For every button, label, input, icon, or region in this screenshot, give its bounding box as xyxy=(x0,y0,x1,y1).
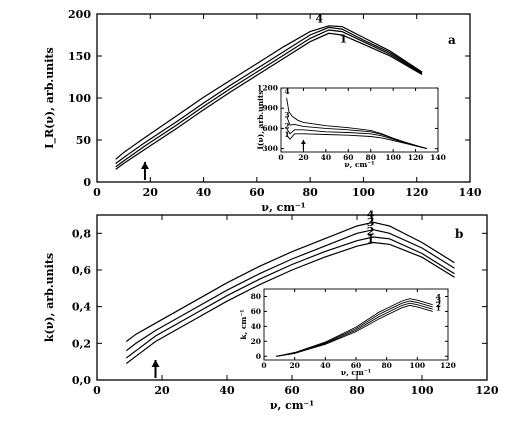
inset-b-ylabel: k, cm⁻¹ xyxy=(239,309,248,339)
panel-b-series-1-label: 1 xyxy=(367,233,375,246)
inset-a-xtick-label: 0 xyxy=(278,153,283,162)
inset-a: 0 20 40 60 80 100 120 140 300 600 900 1200 123 4 ν, cm… xyxy=(256,84,446,170)
inset-a-xlabel: ν, cm⁻¹ xyxy=(344,160,374,169)
panel-a-letter: a xyxy=(448,33,456,47)
panel-b-letter: b xyxy=(455,227,463,241)
panel-b-series-2-line xyxy=(125,236,455,359)
panel-a-xtick-label: 80 xyxy=(302,186,318,199)
panel-a-ylabel: I_R(ν), arb.units xyxy=(43,47,57,148)
panel-a-xtick-label: 100 xyxy=(352,186,375,199)
panel-a-xtick-label: 40 xyxy=(196,186,212,199)
inset-a-frame xyxy=(280,87,439,153)
inset-a-series-1-label: 1 xyxy=(284,130,289,139)
inset-b-xtick-label: 80 xyxy=(381,361,391,370)
panel-a-ytick-label: 100 xyxy=(68,92,91,105)
inset-a-series-1-line xyxy=(286,133,427,150)
panel-b-series-2-label: 2 xyxy=(367,225,375,238)
inset-a-ytick-label: 1200 xyxy=(257,84,278,93)
panel-a-xlabel: ν, cm⁻¹ xyxy=(261,201,305,214)
panel-b-xtick-label: 120 xyxy=(476,384,499,397)
panel-a-series-4-label: 4 xyxy=(315,12,323,25)
inset-b-frame xyxy=(263,288,449,361)
panel-a-xtick-label: 120 xyxy=(405,186,428,199)
inset-a-xtick-label: 100 xyxy=(385,153,401,162)
inset-b-xtick-label: 20 xyxy=(289,361,299,370)
inset-b-xtick-label: 0 xyxy=(261,361,266,370)
panel-b-ytick-label: 0,4 xyxy=(72,301,91,314)
panel-b-ytick-label: 0,8 xyxy=(72,227,91,240)
panel-b-xtick-label: 20 xyxy=(154,384,170,397)
panel-a-series-1-label: 1 xyxy=(339,33,347,46)
panel-b-arrow-icon xyxy=(151,360,160,367)
panel-b-ytick-label: 0,6 xyxy=(72,264,91,277)
inset-b-ytick-label: 40 xyxy=(251,322,261,331)
inset-b-xtick-label: 60 xyxy=(351,361,361,370)
inset-a-ytick-label: 600 xyxy=(262,124,278,133)
inset-b-xlabel: ν, cm⁻¹ xyxy=(341,368,371,377)
panel-a-series-3-line xyxy=(115,26,423,164)
panel-a-ytick-label: 0 xyxy=(83,176,91,189)
panel-a-series-1-line xyxy=(115,32,423,170)
inset-a-arrow-icon xyxy=(300,140,306,144)
inset-b-series-1-label: 1 xyxy=(436,304,441,313)
inset-b-ytick-label: 0 xyxy=(256,352,261,361)
panel-a-ytick-label: 200 xyxy=(68,8,91,21)
panel-b-ytick-label: 0,0 xyxy=(72,374,91,387)
inset-a-series-4-line xyxy=(286,98,427,150)
inset-a-ytick-label: 900 xyxy=(262,104,278,113)
panel-b-xtick-label: 60 xyxy=(284,384,300,397)
inset-a-xtick-label: 60 xyxy=(343,153,353,162)
panel-b-xtick-label: 100 xyxy=(411,384,434,397)
panel-b-series-4-line xyxy=(125,221,455,342)
panel-a-ytick-label: 50 xyxy=(76,134,92,147)
inset-b-series-4-label: 4 xyxy=(436,292,441,301)
inset-a-ytick-label: 300 xyxy=(262,144,278,153)
panel-b-xlabel: ν, cm⁻¹ xyxy=(270,399,314,412)
inset-a-xtick-label: 20 xyxy=(298,153,308,162)
inset-b-ytick-label: 20 xyxy=(251,337,261,346)
inset-a-xtick-label: 120 xyxy=(408,153,424,162)
panel-b-xtick-label: 40 xyxy=(219,384,235,397)
inset-b-series-3-line xyxy=(276,300,433,357)
panel-a-xtick-label: 140 xyxy=(459,186,482,199)
inset-b-series-4-line xyxy=(276,298,433,357)
inset-b-xtick-label: 40 xyxy=(320,361,330,370)
inset-a-xtick-label: 140 xyxy=(430,153,446,162)
inset-b-ytick-label: 60 xyxy=(251,307,261,316)
inset-a-xtick-label: 80 xyxy=(365,153,375,162)
panel-a-series-4-line xyxy=(115,25,423,160)
inset-b-series-3-label: 3 xyxy=(436,296,441,305)
inset-b-ytick-label: 80 xyxy=(251,292,261,301)
panel-a-xtick-label: 20 xyxy=(143,186,159,199)
inset-a-ylabel: I(ν), arb.units xyxy=(256,90,265,149)
inset-b-xtick-label: 100 xyxy=(410,361,426,370)
panel-b-ytick-label: 0,2 xyxy=(72,337,91,350)
panel-b-series-1-line xyxy=(125,241,455,364)
panel-a-xtick-label: 60 xyxy=(249,186,265,199)
panel-a-xtick-label: 0 xyxy=(93,186,101,199)
panel-b-xtick-label: 80 xyxy=(349,384,365,397)
inset-b-xtick-label: 120 xyxy=(440,361,456,370)
inset-b-series-2-label: 2 xyxy=(436,300,441,309)
panel-b-ylabel: k(ν), arb.units xyxy=(43,253,56,342)
panel-b-series-3-line xyxy=(125,229,455,352)
inset-a-series-2-label: 2 xyxy=(284,121,289,130)
inset-a-xtick-label: 40 xyxy=(321,153,331,162)
panel-a-arrow-icon xyxy=(140,162,149,169)
inset-a-series-4-label: 4 xyxy=(284,87,289,96)
panel-b-xtick-label: 0 xyxy=(93,384,101,397)
panel-b-series-4-label: 4 xyxy=(367,209,375,222)
inset-a-series-3-label: 3 xyxy=(284,111,289,120)
panel-a-ytick-label: 150 xyxy=(68,50,91,63)
panel-a-series-2-line xyxy=(115,29,423,168)
